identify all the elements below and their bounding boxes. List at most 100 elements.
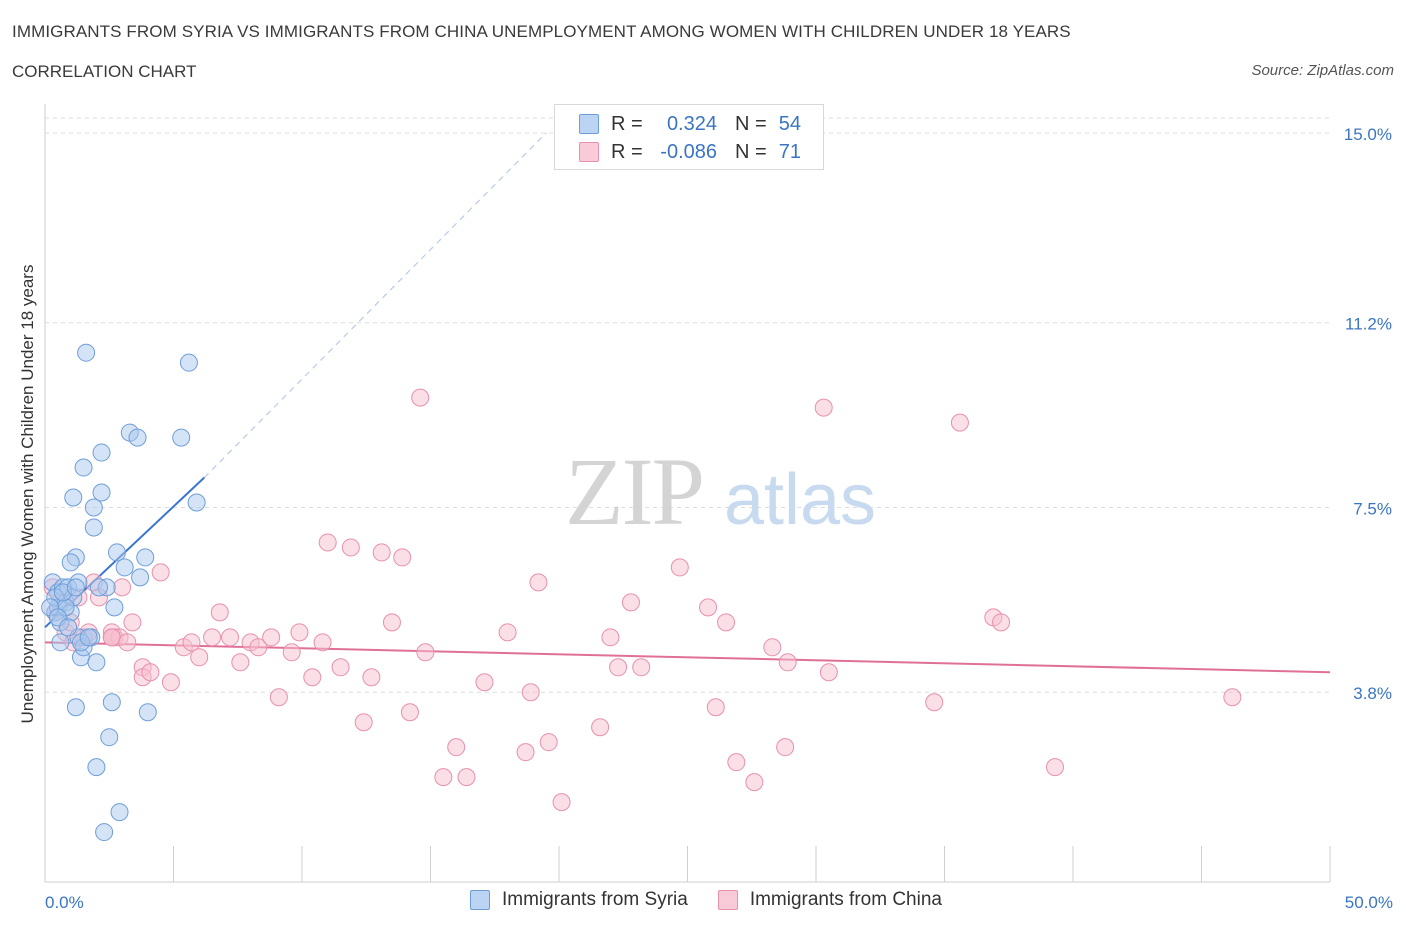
china-point [161, 673, 180, 692]
china-legend-label: Immigrants from China [749, 889, 942, 910]
china-point [331, 658, 350, 677]
syria-point [66, 698, 85, 717]
china-point [539, 733, 558, 752]
china-point [552, 793, 571, 812]
china-point [475, 673, 494, 692]
china-point [118, 633, 137, 652]
china-n-value: 71 [778, 140, 801, 163]
syria-swatch [579, 114, 599, 134]
y-axis-label: Unemployment Among Women with Children U… [18, 265, 37, 724]
china-point [521, 683, 540, 702]
china-point [151, 563, 170, 582]
syria-point [66, 578, 85, 597]
trend-lines [44, 132, 1331, 674]
china-point [745, 773, 764, 792]
china-point [498, 623, 517, 642]
syria-point [187, 493, 206, 512]
syria-point [179, 353, 198, 372]
china-point [102, 628, 121, 647]
syria-point [95, 823, 114, 842]
syria-point [64, 488, 83, 507]
china-point [269, 688, 288, 707]
syria-r-value: 0.324 [666, 112, 717, 135]
chart-title: IMMIGRANTS FROM SYRIA VS IMMIGRANTS FROM… [12, 22, 1071, 41]
syria-point [51, 633, 70, 652]
syria-point [128, 428, 147, 447]
china-point [182, 633, 201, 652]
china-point [763, 638, 782, 657]
china-point [1223, 688, 1242, 707]
china-point [717, 613, 736, 632]
syria-point [115, 558, 134, 577]
china-point [670, 558, 689, 577]
china-point [221, 628, 240, 647]
watermark-zip: ZIP [565, 438, 703, 545]
china-point [203, 628, 222, 647]
china-point [814, 398, 833, 417]
legend-row-syria: R = 0.324 N = 54 [579, 112, 801, 136]
syria-point [84, 518, 103, 537]
china-point [632, 658, 651, 677]
china-point [447, 738, 466, 757]
china-point [393, 548, 412, 567]
syria-point [131, 568, 150, 587]
china-point [249, 638, 268, 657]
syria-legend-swatch [470, 890, 490, 910]
axes [44, 104, 1331, 883]
china-point [210, 603, 229, 622]
syria-point [105, 598, 124, 617]
china-point [699, 598, 718, 617]
china-point [411, 388, 430, 407]
syria-point [107, 543, 126, 562]
syria-point [110, 803, 129, 822]
syria-point [61, 553, 80, 572]
china-point [354, 713, 373, 732]
china-point [591, 718, 610, 737]
china-point [621, 593, 640, 612]
syria-point [138, 703, 157, 722]
china-point [113, 578, 132, 597]
syria-point [77, 343, 96, 362]
china-point [819, 663, 838, 682]
china-point [382, 613, 401, 632]
china-point [141, 663, 160, 682]
china-point [318, 533, 337, 552]
x-tick-label-max: 50.0% [1345, 893, 1393, 912]
syria-point [87, 653, 106, 672]
china-point [601, 628, 620, 647]
syria-point [74, 458, 93, 477]
china-point [516, 743, 535, 762]
china-point [303, 668, 322, 687]
syria-point [59, 618, 78, 637]
china-legend-swatch [717, 890, 738, 910]
china-point [341, 538, 360, 557]
syria-r-label: R = [611, 112, 643, 135]
syria-point [100, 728, 119, 747]
correlation-legend: R = 0.324 N = 54 R = -0.086 N = 71 [554, 104, 824, 170]
china-point [362, 668, 381, 687]
china-point [400, 703, 419, 722]
china-point [372, 543, 391, 562]
data-points [41, 343, 1242, 842]
syria-n-label: N = [735, 112, 767, 135]
syria-point [92, 443, 111, 462]
china-point [231, 653, 250, 672]
china-point [457, 768, 476, 787]
china-point [706, 698, 725, 717]
syria-point [89, 578, 108, 597]
syria-point [136, 548, 155, 567]
syria-point [84, 498, 103, 517]
china-point [778, 653, 797, 672]
china-point [529, 573, 548, 592]
china-point [776, 738, 795, 757]
china-point [313, 633, 332, 652]
syria-point [102, 693, 121, 712]
syria-point [87, 758, 106, 777]
gridlines [45, 117, 1330, 693]
china-point [123, 613, 142, 632]
china-r-label: R = [611, 140, 643, 163]
series-legend: Immigrants from Syria Immigrants from Ch… [470, 889, 972, 911]
china-point [190, 648, 209, 667]
china-point [1046, 758, 1065, 777]
china-point [416, 643, 435, 662]
